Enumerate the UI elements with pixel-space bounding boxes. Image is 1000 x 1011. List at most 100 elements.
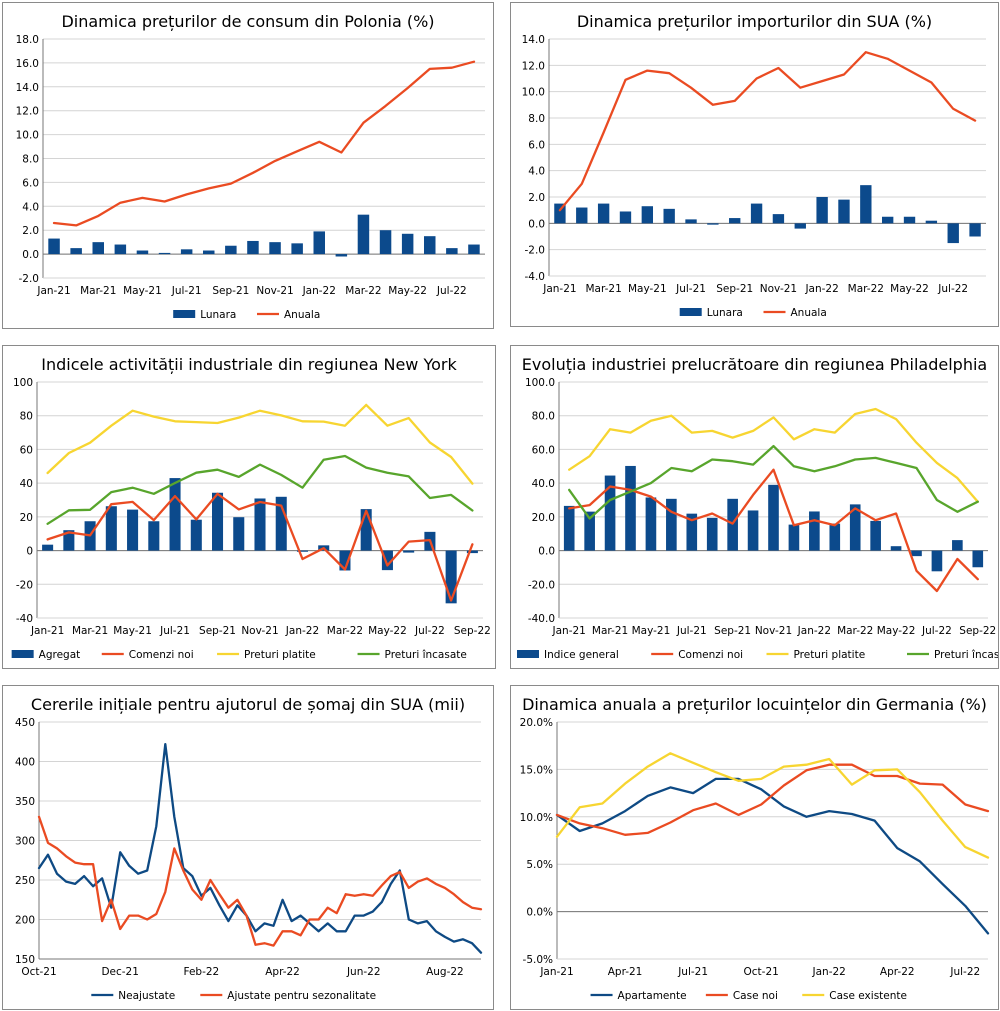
x-tick-label: Nov-21 bbox=[760, 283, 797, 295]
chart-title: Dinamica prețurilor de consum din Poloni… bbox=[61, 12, 434, 31]
series-line-preturi-incasate bbox=[46, 454, 474, 525]
bar-indice-general bbox=[849, 504, 861, 551]
bar-lunara bbox=[707, 223, 719, 225]
bar-indice-general bbox=[645, 497, 657, 551]
x-tick-label: Sep-22 bbox=[454, 625, 491, 637]
bar-lunara bbox=[114, 244, 127, 255]
y-tick-label: 400 bbox=[15, 757, 35, 769]
x-tick-label: Oct-21 bbox=[21, 966, 56, 978]
bar-indice-general bbox=[972, 550, 984, 568]
bar-agregat bbox=[254, 498, 266, 551]
y-tick-label: 8.0 bbox=[22, 154, 39, 166]
x-tick-label: Feb-22 bbox=[183, 966, 219, 978]
y-tick-label: 0.0 bbox=[528, 218, 545, 230]
bar-indice-general bbox=[604, 475, 616, 551]
x-tick-label: Jan-22 bbox=[285, 625, 319, 637]
bar-agregat bbox=[360, 509, 372, 551]
y-tick-label: 300 bbox=[15, 836, 35, 848]
bar-indice-general bbox=[911, 550, 922, 557]
x-tick-label: Jul-21 bbox=[171, 285, 202, 297]
bar-lunara bbox=[816, 197, 828, 224]
x-tick-label: Jul-22 bbox=[921, 625, 952, 637]
y-tick-label: 0 bbox=[26, 546, 33, 558]
x-tick-label: May-21 bbox=[632, 625, 671, 637]
bar-indice-general bbox=[706, 517, 718, 551]
bar-lunara bbox=[641, 206, 654, 224]
legend-label-case-existente: Case existente bbox=[829, 990, 907, 1002]
bar-lunara bbox=[424, 236, 436, 255]
x-tick-label: Sep-21 bbox=[199, 625, 236, 637]
y-tick-label: 18.0 bbox=[16, 34, 39, 46]
bar-agregat bbox=[466, 550, 478, 554]
legend-label-preturi-platite: Preturi platite bbox=[794, 649, 866, 661]
bar-lunara bbox=[92, 242, 104, 255]
y-tick-label: -40.0 bbox=[528, 613, 555, 625]
bar-agregat bbox=[63, 530, 75, 551]
y-tick-label: 0.0 bbox=[538, 546, 555, 558]
x-tick-label: Mar-21 bbox=[585, 283, 621, 295]
y-tick-label: 10.0 bbox=[16, 130, 39, 142]
x-tick-label: Jul-22 bbox=[436, 285, 467, 297]
x-tick-label: Jan-22 bbox=[812, 966, 846, 978]
x-tick-label: Jan-21 bbox=[542, 283, 576, 295]
x-tick-label: Jul-21 bbox=[676, 625, 707, 637]
x-tick-label: Mar-21 bbox=[592, 625, 628, 637]
chart-title: Dinamica anuala a prețurilor locuințelor… bbox=[522, 695, 987, 714]
bar-lunara bbox=[335, 254, 348, 257]
bar-lunara bbox=[158, 252, 171, 255]
y-tick-label: 40 bbox=[20, 478, 33, 490]
bar-indice-general bbox=[563, 505, 575, 551]
bar-lunara bbox=[225, 245, 237, 255]
series-line-comenzi-noi bbox=[46, 492, 474, 602]
y-tick-label: 5.0% bbox=[526, 859, 553, 871]
bar-agregat bbox=[169, 478, 181, 551]
bar-lunara bbox=[136, 250, 149, 255]
x-tick-label: Mar-21 bbox=[80, 285, 116, 297]
chart-philadelphia-industry: Evoluția industriei prelucrătoare din re… bbox=[517, 355, 998, 661]
series-line-anuala bbox=[52, 60, 476, 227]
x-tick-label: Mar-22 bbox=[837, 625, 873, 637]
chart-panel-us-import-prices: Dinamica prețurilor importurilor din SUA… bbox=[510, 2, 999, 327]
bar-lunara bbox=[379, 230, 392, 255]
bar-indice-general bbox=[768, 484, 779, 551]
y-tick-label: 100.0 bbox=[525, 377, 555, 389]
chart-panel-germany-house-prices: Dinamica anuala a prețurilor locuințelor… bbox=[510, 685, 999, 1010]
y-tick-label: 80 bbox=[20, 411, 33, 423]
y-tick-label: 100 bbox=[13, 377, 33, 389]
x-tick-label: Mar-22 bbox=[345, 285, 381, 297]
x-tick-label: Jun-22 bbox=[346, 966, 381, 978]
bar-lunara bbox=[269, 242, 281, 255]
y-tick-label: 2.0 bbox=[528, 192, 545, 204]
x-tick-label: May-22 bbox=[877, 625, 916, 637]
bar-lunara bbox=[881, 216, 894, 224]
bar-lunara bbox=[180, 249, 193, 255]
bar-lunara bbox=[838, 199, 850, 224]
x-tick-label: Jan-22 bbox=[804, 283, 838, 295]
y-tick-label: -4.0 bbox=[525, 271, 546, 283]
y-tick-label: 60 bbox=[20, 444, 33, 456]
bar-indice-general bbox=[666, 498, 677, 551]
bar-indice-general bbox=[625, 465, 636, 551]
y-tick-label: 20.0 bbox=[532, 512, 555, 524]
bar-lunara bbox=[357, 214, 370, 255]
legend-label-preturi-incasate: Preturi încasate bbox=[385, 649, 467, 661]
y-tick-label: -5.0% bbox=[523, 954, 553, 966]
chart-us-jobless-claims: Cererile inițiale pentru ajutorul de șom… bbox=[15, 695, 483, 1002]
legend-label-case-noi: Case noi bbox=[733, 990, 778, 1002]
x-tick-label: Jul-21 bbox=[159, 625, 190, 637]
bar-lunara bbox=[203, 250, 215, 255]
bar-lunara bbox=[947, 223, 959, 244]
y-tick-label: 2.0 bbox=[22, 225, 39, 237]
bar-agregat bbox=[445, 550, 457, 604]
bar-agregat bbox=[233, 517, 245, 551]
bar-indice-general bbox=[747, 510, 759, 551]
series-line-preturi-incasate bbox=[568, 444, 979, 520]
bar-lunara bbox=[554, 203, 566, 224]
x-tick-label: May-22 bbox=[890, 283, 929, 295]
series-line-preturi-platite bbox=[46, 403, 474, 485]
bar-indice-general bbox=[809, 511, 820, 551]
series-line-ajustate-pentru-sezonalitate bbox=[37, 815, 483, 947]
x-tick-label: Dec-21 bbox=[101, 966, 138, 978]
legend-label-apartamente: Apartamente bbox=[618, 990, 687, 1002]
chart-poland-cpi: Dinamica prețurilor de consum din Poloni… bbox=[16, 12, 485, 321]
